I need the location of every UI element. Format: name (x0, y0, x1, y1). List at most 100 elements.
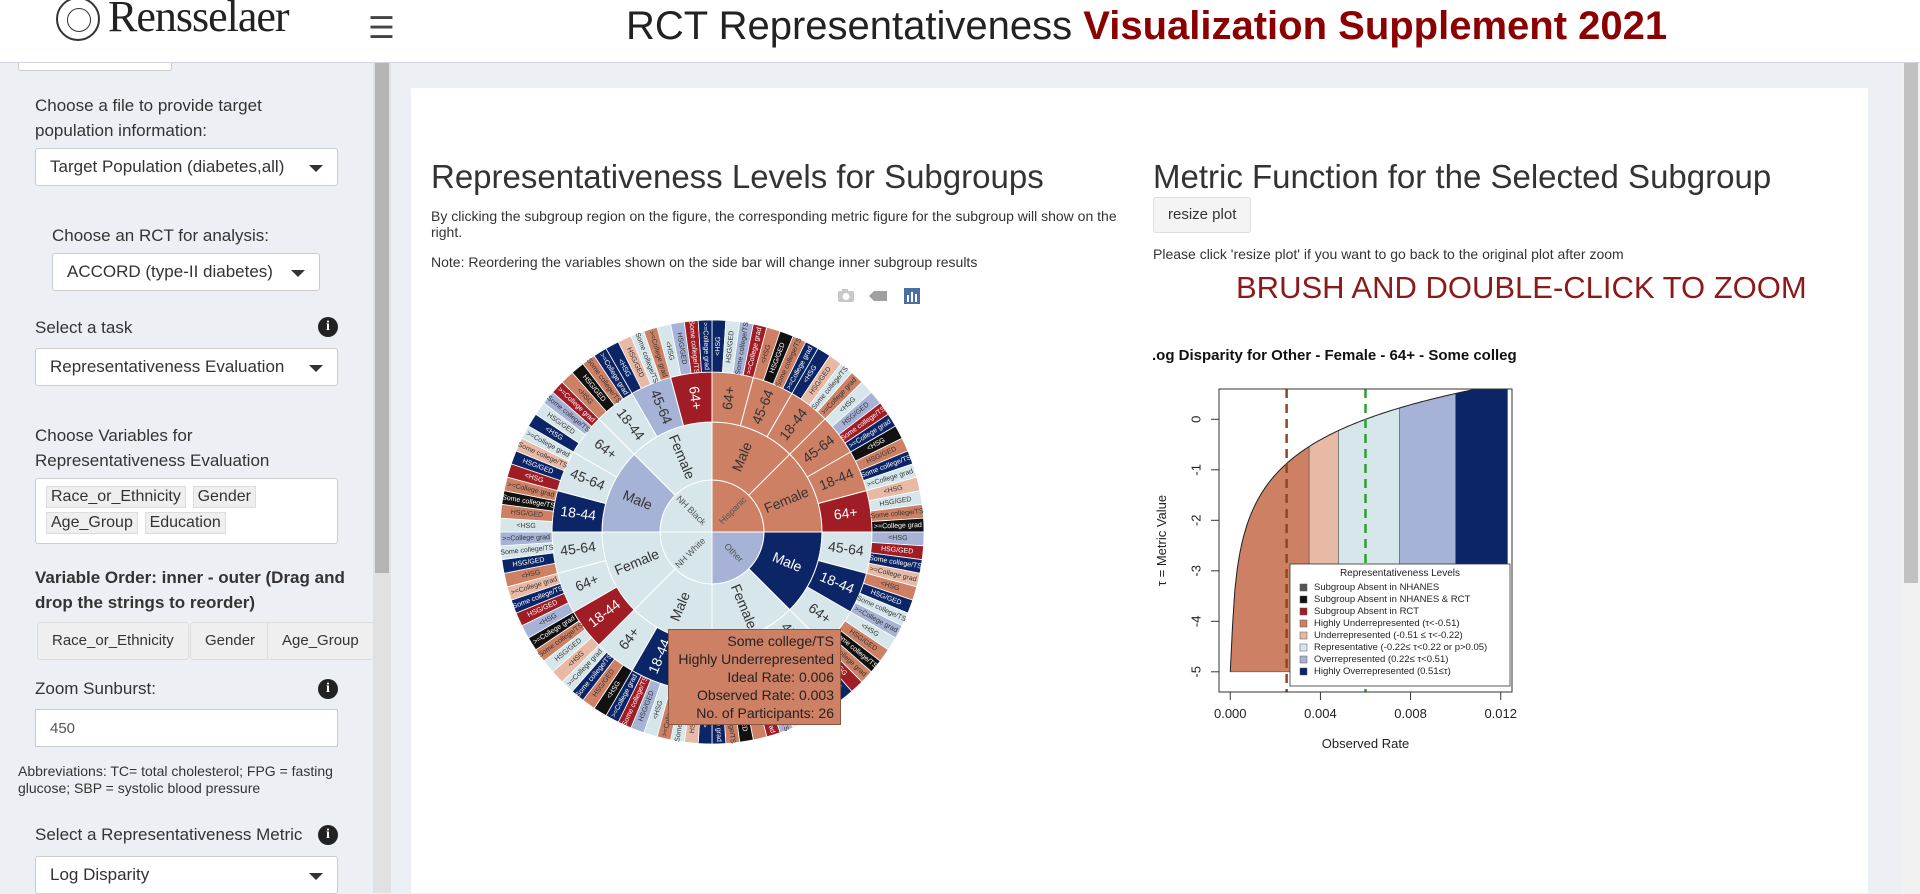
left-panel-desc: By clicking the subgroup region on the f… (431, 208, 1117, 240)
sunburst-edu-label: <HSG (883, 485, 903, 496)
tag-icon[interactable] (869, 291, 887, 301)
tooltip-line: Some college/TS (727, 633, 834, 649)
plot-modebar (838, 288, 920, 304)
legend-swatch (1299, 667, 1308, 676)
vars-multiselect[interactable]: Race_or_Ethnicity Gender Age_Group Educa… (35, 478, 338, 544)
legend-label: Highly Underrepresented (τ<-0.51) (1314, 618, 1460, 629)
plot-frame (1218, 388, 1513, 693)
info-icon[interactable]: i (318, 317, 338, 337)
sunburst-edu-label: <HSG (664, 341, 675, 361)
y-tick-label: -1 (1188, 464, 1203, 476)
x-tick-label: 0.000 (1214, 706, 1247, 721)
metric-select[interactable]: Log Disparity (35, 856, 338, 894)
hamburger-icon[interactable]: ☰ (368, 12, 395, 45)
scroll-thumb[interactable] (375, 63, 389, 573)
sunburst-edu-segment[interactable] (697, 319, 713, 373)
plotly-logo-icon[interactable] (904, 288, 920, 304)
legend-swatch (1299, 607, 1308, 616)
y-tick-label: -4 (1188, 616, 1203, 628)
var-chip[interactable]: Age_Group (46, 512, 138, 534)
tooltip-line: Highly Underrepresented (678, 651, 834, 667)
camera-icon[interactable] (838, 289, 854, 302)
rensselaer-logo[interactable]: Rensselaer (56, 0, 290, 42)
scroll-thumb[interactable] (1904, 63, 1918, 583)
sunburst-edu-label: HSG/GED (726, 331, 736, 364)
legend-label: Overrepresented (0.22≤ τ<0.51) (1314, 654, 1448, 665)
title-plain: RCT Representativeness (626, 4, 1084, 48)
var-chip[interactable]: Gender (192, 486, 256, 508)
page-scrollbar[interactable] (1902, 63, 1920, 893)
zoom-label: Zoom Sunburst: (35, 679, 156, 698)
app-header: Rensselaer ☰ RCT Representativeness Visu… (0, 0, 1920, 63)
tooltip-line: Observed Rate: 0.003 (697, 687, 834, 703)
seal-icon (56, 0, 100, 41)
target-select[interactable]: Target Population (diabetes,all) (35, 148, 338, 186)
metric-legend (1289, 563, 1511, 687)
legend-swatch (1299, 631, 1308, 640)
chevron-down-icon (309, 365, 323, 372)
sunburst-edu-label: >=College grad (502, 534, 550, 543)
task-select[interactable]: Representativeness Evaluation (35, 348, 338, 386)
zoom-input[interactable]: 450 (35, 709, 338, 747)
resize-plot-button[interactable]: resize plot (1153, 197, 1252, 233)
rct-value: ACCORD (type-II diabetes) (67, 262, 273, 281)
y-tick-label: -5 (1188, 666, 1203, 678)
partial-control[interactable] (18, 63, 172, 71)
y-tick-label: 0 (1188, 416, 1203, 423)
legend-swatch (1299, 619, 1308, 628)
target-label: Choose a file to provide target populati… (35, 96, 262, 140)
resize-note: Please click 'resize plot' if you want t… (1153, 246, 1624, 262)
x-tick-label: 0.008 (1394, 706, 1427, 721)
order-item[interactable]: Age_Group (267, 622, 374, 660)
chevron-down-icon (309, 165, 323, 172)
rct-select[interactable]: ACCORD (type-II diabetes) (52, 253, 320, 291)
title-accent: Visualization Supplement 2021 (1083, 4, 1668, 48)
page-title: RCT Representativeness Visualization Sup… (626, 4, 1667, 49)
order-label: Variable Order: inner - outer (Drag and … (35, 568, 345, 612)
chevron-down-icon (291, 270, 305, 277)
sunburst-age-label: 45-64 (827, 538, 865, 559)
zoom-hint: BRUSH AND DOUBLE-CLICK TO ZOOM (1236, 270, 1807, 305)
x-tick-label: 0.004 (1304, 706, 1337, 721)
sunburst-edu-label: HSG/GED (510, 509, 543, 519)
legend-label: Subgroup Absent in NHANES (1314, 582, 1439, 593)
legend-label: Underrepresented (-0.51 ≤ τ<-0.22) (1314, 630, 1463, 641)
metric-chart[interactable]: .og Disparity for Other - Female - 64+ -… (1150, 340, 1550, 760)
info-icon[interactable]: i (318, 825, 338, 845)
legend-swatch (1299, 583, 1308, 592)
legend-label: Highly Overrepresented (0.51≤τ) (1314, 666, 1451, 677)
sunburst-age-label: 64+ (833, 504, 859, 523)
sunburst-edu-label: <HSG (516, 522, 535, 530)
left-panel-note: Note: Reordering the variables shown on … (431, 254, 978, 270)
abbrev-text: Abbreviations: TC= total cholesterol; FP… (18, 763, 333, 796)
order-item[interactable]: Race_or_Ethnicity (37, 622, 189, 660)
sidebar: Choose a file to provide target populati… (0, 63, 374, 894)
vars-label: Choose Variables for Representativeness … (35, 426, 270, 470)
target-value: Target Population (diabetes,all) (50, 157, 285, 176)
legend-title: Representativeness Levels (1340, 568, 1460, 579)
sunburst-edu-label: <HSG (715, 336, 723, 355)
var-chip[interactable]: Education (144, 512, 226, 534)
chevron-down-icon (309, 873, 323, 880)
logo-text: Rensselaer (108, 0, 290, 41)
sunburst-edu-label: <HSG (521, 569, 541, 580)
legend-label: Representative (-0.22≤ τ<0.22 or p>0.05) (1314, 642, 1487, 653)
order-item[interactable]: Gender (190, 622, 271, 660)
rct-label: Choose an RCT for analysis: (52, 226, 270, 245)
var-chip[interactable]: Race_or_Ethnicity (46, 486, 186, 508)
info-icon[interactable]: i (318, 679, 338, 699)
legend-swatch (1299, 655, 1308, 664)
sunburst-age-label: 18-44 (560, 503, 598, 524)
legend-label: Subgroup Absent in NHANES & RCT (1314, 594, 1470, 605)
sunburst-age-label: 64+ (719, 385, 738, 411)
tooltip-line: Ideal Rate: 0.006 (727, 669, 834, 685)
sidebar-scrollbar[interactable] (373, 63, 391, 893)
metric-label: Select a Representativeness Metric (35, 825, 303, 844)
metric-chart-title: .og Disparity for Other - Female - 64+ -… (1152, 347, 1517, 364)
y-axis-label: τ = Metric Value (1154, 495, 1169, 586)
x-tick-label: 0.012 (1484, 706, 1517, 721)
x-axis-label: Observed Rate (1322, 736, 1409, 751)
sunburst-tooltip: Some college/TS Highly Underrepresented … (668, 629, 841, 725)
right-panel-title: Metric Function for the Selected Subgrou… (1153, 158, 1772, 195)
task-label: Select a task (35, 318, 133, 337)
